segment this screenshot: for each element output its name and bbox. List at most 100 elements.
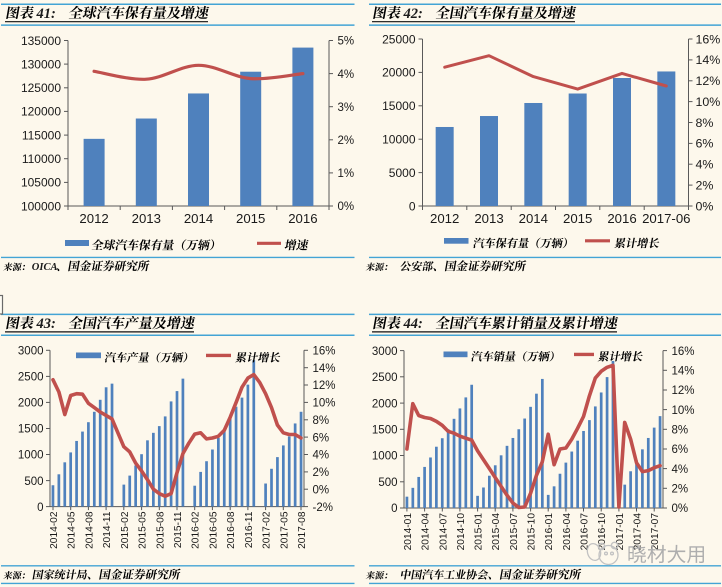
svg-text:2016: 2016 (607, 211, 636, 226)
svg-text:4%: 4% (338, 69, 355, 81)
svg-text:10%: 10% (696, 95, 721, 109)
svg-text:2014-04: 2014-04 (421, 513, 432, 551)
svg-text:2014-07: 2014-07 (438, 513, 449, 551)
svg-text:1000: 1000 (372, 451, 398, 463)
svg-text:14%: 14% (696, 53, 721, 67)
svg-text:2014-08: 2014-08 (84, 511, 95, 549)
svg-text:500: 500 (378, 477, 397, 489)
svg-text:1000: 1000 (18, 450, 44, 462)
svg-text:2014: 2014 (519, 211, 548, 226)
svg-text:12%: 12% (672, 385, 695, 397)
svg-text:12%: 12% (313, 380, 336, 392)
svg-text:OICA: OICA (32, 262, 58, 273)
svg-text:2015-07: 2015-07 (509, 513, 520, 551)
svg-text:130000: 130000 (21, 57, 61, 71)
svg-text:10%: 10% (313, 398, 336, 410)
svg-text:41:: 41: (36, 6, 56, 22)
svg-text:12%: 12% (696, 74, 721, 88)
svg-text:2013: 2013 (474, 211, 503, 226)
svg-text:4%: 4% (696, 158, 714, 172)
svg-text:100000: 100000 (21, 199, 61, 213)
svg-text:2015-02: 2015-02 (120, 511, 131, 549)
svg-text:25000: 25000 (382, 32, 416, 46)
svg-text:110000: 110000 (22, 152, 61, 166)
svg-text:2015-05: 2015-05 (138, 511, 149, 549)
svg-text:2017-08: 2017-08 (297, 511, 308, 549)
svg-text:2014: 2014 (184, 211, 213, 226)
svg-text:2017-01: 2017-01 (615, 513, 626, 551)
svg-text:2016-08: 2016-08 (226, 511, 237, 549)
svg-text:2000: 2000 (372, 398, 398, 410)
svg-text:2017-06: 2017-06 (642, 211, 690, 226)
svg-text:120000: 120000 (21, 105, 61, 119)
svg-text:3000: 3000 (18, 346, 44, 358)
svg-text:14%: 14% (672, 366, 695, 378)
svg-text:2016-01: 2016-01 (544, 513, 555, 551)
svg-text:6%: 6% (672, 444, 689, 456)
svg-text:2016-10: 2016-10 (597, 513, 608, 551)
svg-text:42:: 42: (403, 6, 423, 22)
svg-text:125000: 125000 (21, 81, 61, 95)
svg-text:0%: 0% (696, 199, 714, 213)
svg-text:2014-11: 2014-11 (102, 511, 113, 548)
svg-text:2%: 2% (313, 467, 330, 479)
svg-text:2017-02: 2017-02 (262, 511, 273, 549)
svg-text:500: 500 (24, 476, 43, 488)
svg-text:1%: 1% (338, 168, 355, 180)
svg-text:2015-08: 2015-08 (155, 511, 166, 549)
svg-text:2012: 2012 (79, 211, 108, 226)
svg-text:1500: 1500 (372, 425, 398, 437)
svg-text:0%: 0% (338, 201, 355, 213)
svg-text:135000: 135000 (21, 34, 61, 48)
svg-text:2014-01: 2014-01 (403, 513, 414, 551)
svg-text:43:: 43: (36, 316, 56, 332)
svg-text:10%: 10% (672, 405, 695, 417)
svg-text:5000: 5000 (389, 166, 416, 180)
svg-text:1500: 1500 (18, 424, 44, 436)
svg-text:8%: 8% (672, 425, 689, 437)
svg-text:105000: 105000 (21, 176, 61, 190)
svg-text:16%: 16% (696, 32, 721, 46)
svg-text:0%: 0% (313, 484, 330, 496)
svg-text:2014-02: 2014-02 (49, 511, 60, 549)
svg-text:2017-07: 2017-07 (650, 513, 661, 551)
svg-text:2014-10: 2014-10 (456, 513, 467, 551)
svg-text:2%: 2% (338, 135, 355, 147)
svg-text:5%: 5% (338, 36, 355, 48)
svg-text:2015-01: 2015-01 (474, 513, 485, 551)
svg-text:8%: 8% (313, 415, 330, 427)
svg-text:2016-04: 2016-04 (562, 513, 573, 551)
svg-text:2015: 2015 (236, 211, 265, 226)
svg-text:2017-05: 2017-05 (279, 511, 290, 549)
svg-text:3%: 3% (338, 102, 355, 114)
svg-text:16%: 16% (672, 346, 695, 358)
svg-text:14%: 14% (313, 363, 336, 375)
svg-text:2500: 2500 (372, 372, 398, 384)
svg-text:2016-07: 2016-07 (580, 513, 591, 551)
svg-text:-2%: -2% (313, 502, 333, 514)
svg-text:2015-04: 2015-04 (491, 513, 502, 551)
svg-text:6%: 6% (313, 432, 330, 444)
svg-text:16%: 16% (313, 346, 336, 358)
svg-text:8%: 8% (696, 116, 714, 130)
svg-text:10000: 10000 (382, 133, 416, 147)
svg-text:0: 0 (37, 502, 43, 514)
svg-text:2016-02: 2016-02 (191, 511, 202, 549)
svg-text:15000: 15000 (382, 99, 416, 113)
svg-text:2016-05: 2016-05 (208, 511, 219, 549)
svg-text:4%: 4% (672, 464, 689, 476)
svg-text:4%: 4% (313, 450, 330, 462)
svg-text:6%: 6% (696, 137, 714, 151)
svg-text:0: 0 (409, 199, 416, 213)
svg-text:0: 0 (391, 503, 397, 515)
svg-text:2015-11: 2015-11 (173, 511, 184, 548)
svg-text:2012: 2012 (430, 211, 459, 226)
svg-text:115000: 115000 (22, 128, 61, 142)
svg-text:2016-11: 2016-11 (244, 511, 255, 548)
svg-text:2017-04: 2017-04 (633, 513, 644, 551)
svg-text:2000: 2000 (18, 398, 44, 410)
svg-text:0%: 0% (672, 503, 689, 515)
svg-text:2015-10: 2015-10 (527, 513, 538, 551)
svg-text:2015: 2015 (563, 211, 592, 226)
svg-text:2016: 2016 (288, 211, 317, 226)
